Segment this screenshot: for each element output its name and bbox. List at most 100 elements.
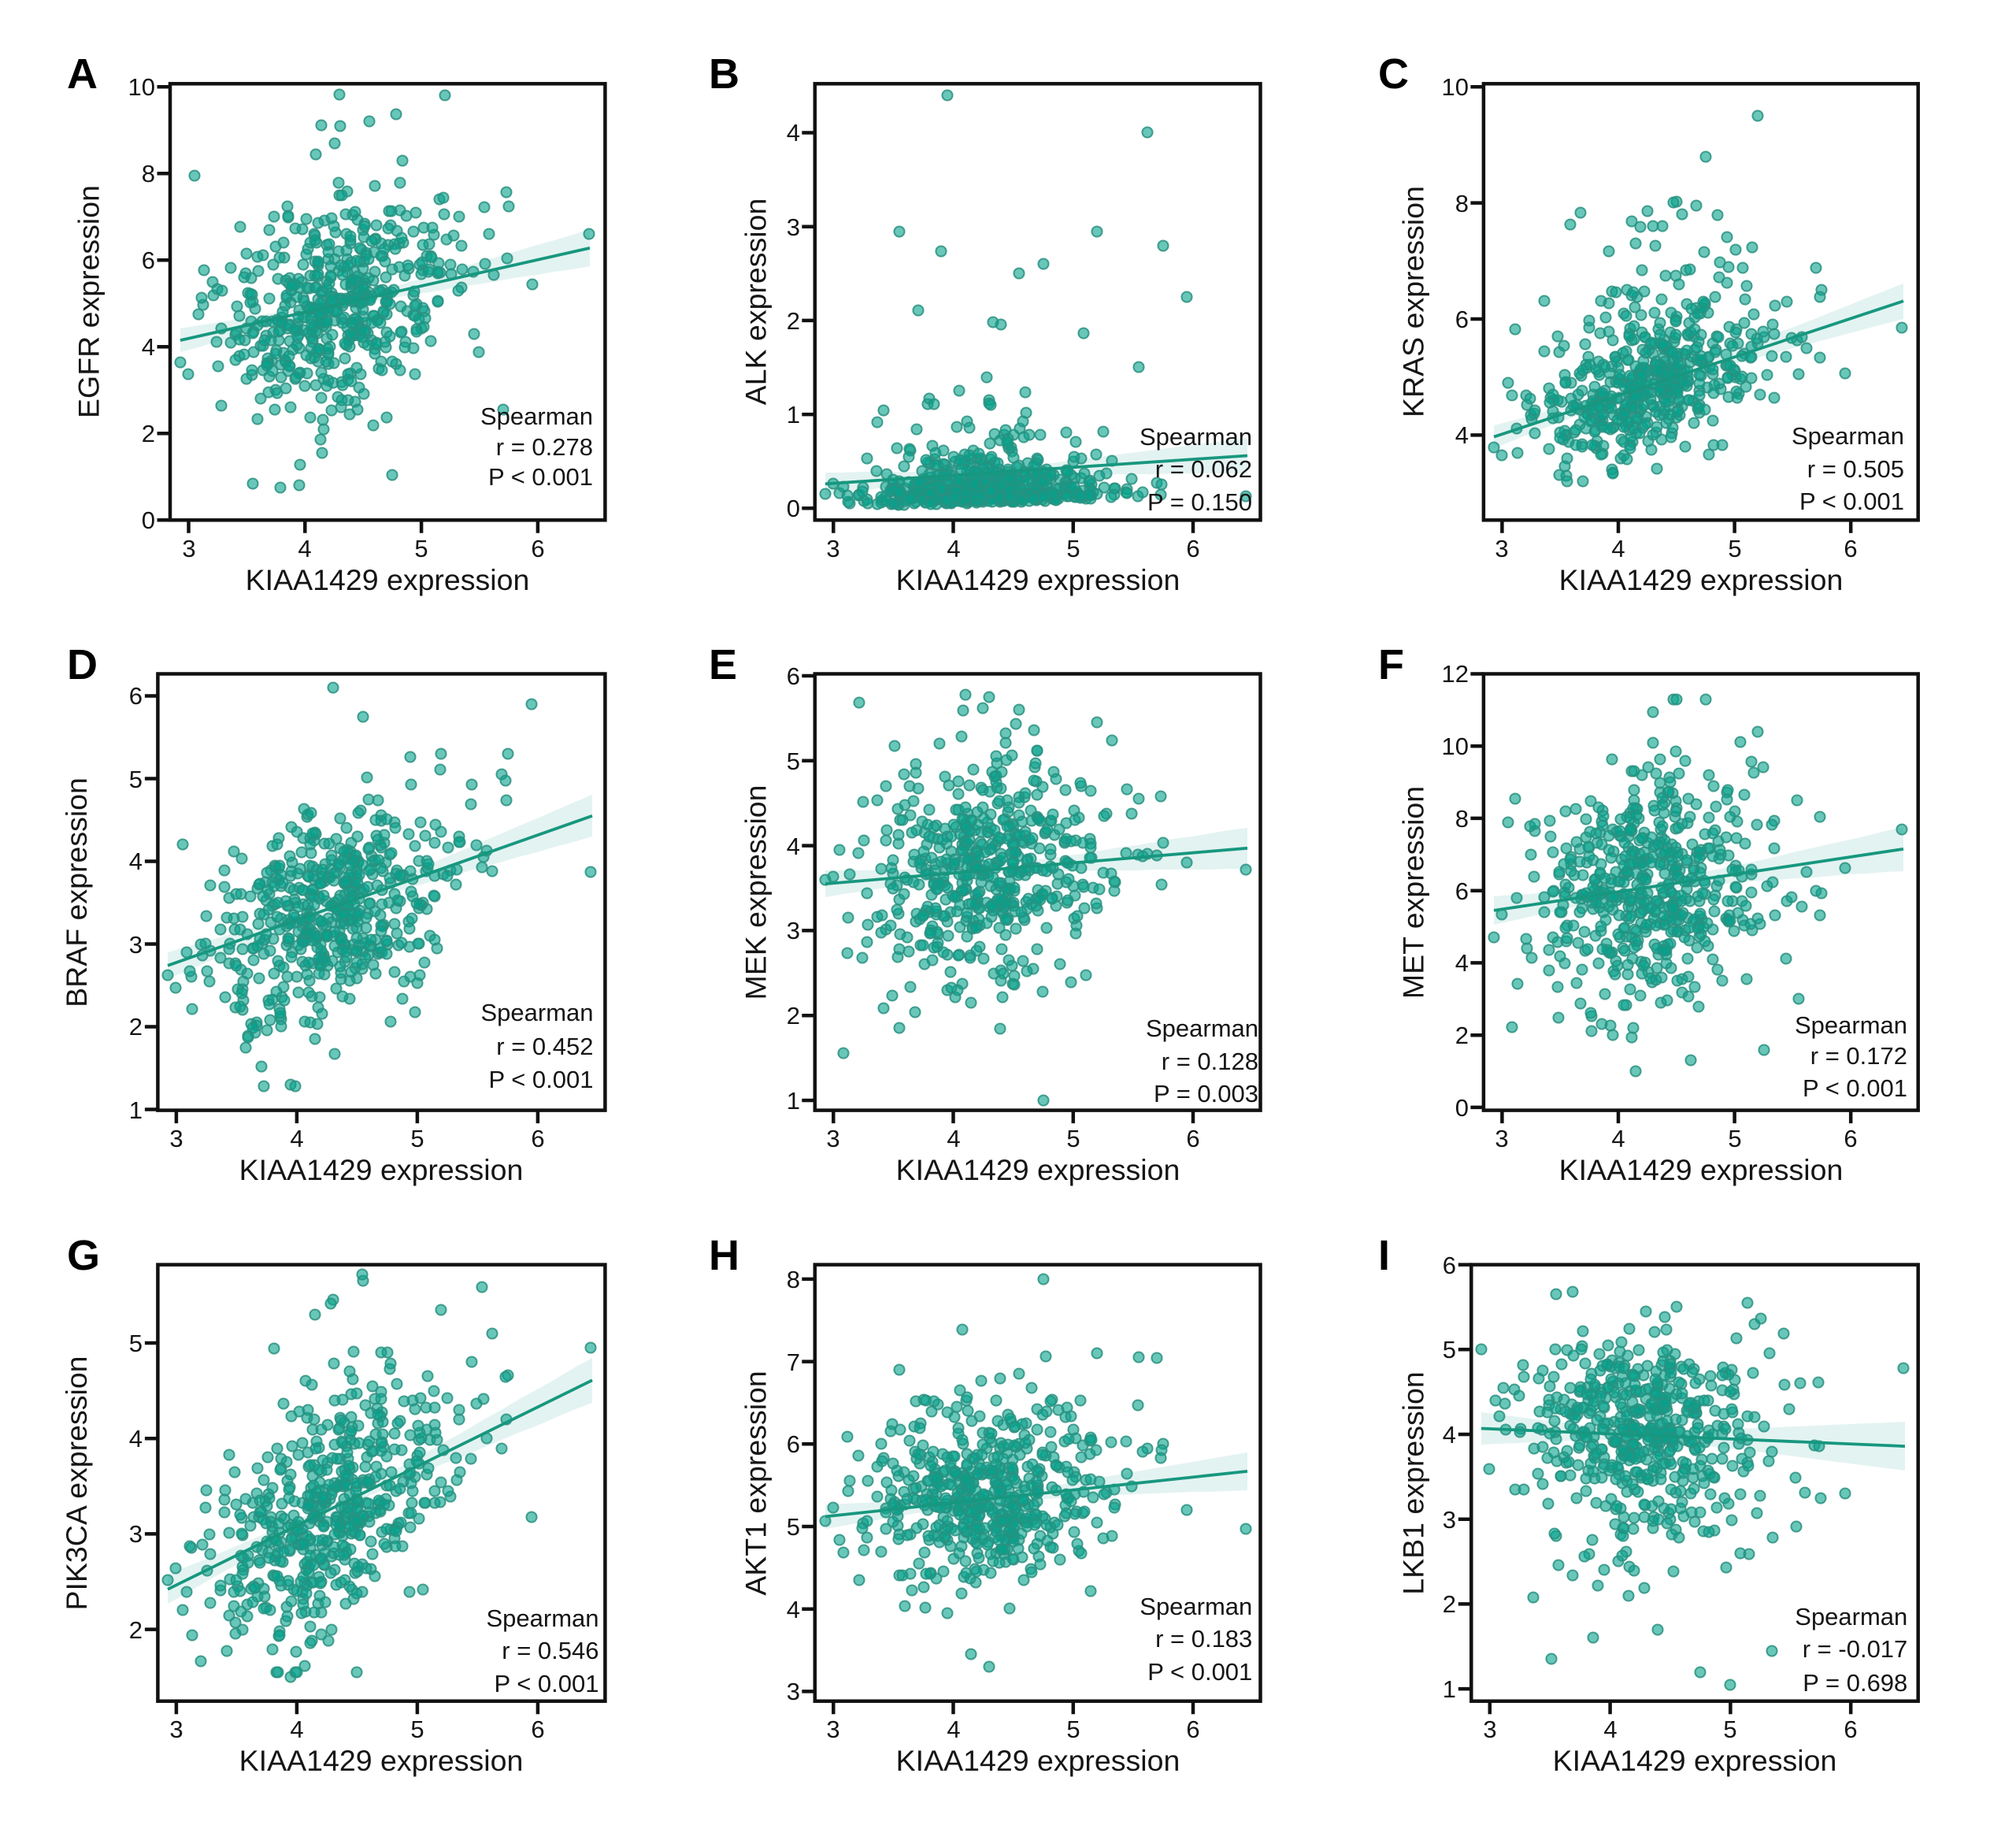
svg-text:4: 4 <box>298 535 311 562</box>
svg-text:5: 5 <box>787 748 800 775</box>
svg-text:Spearman: Spearman <box>1792 422 1904 450</box>
svg-text:3: 3 <box>182 535 195 562</box>
svg-text:4: 4 <box>947 1125 960 1152</box>
svg-text:KRAS expression: KRAS expression <box>1397 186 1430 417</box>
svg-text:F: F <box>1378 641 1404 688</box>
svg-text:2: 2 <box>129 1616 143 1644</box>
svg-text:6: 6 <box>1844 1125 1857 1152</box>
svg-text:4: 4 <box>129 1425 143 1452</box>
svg-text:5: 5 <box>1066 1716 1080 1743</box>
svg-text:r = 0.183: r = 0.183 <box>1155 1625 1252 1653</box>
svg-text:8: 8 <box>787 1266 800 1293</box>
svg-text:4: 4 <box>290 1716 303 1743</box>
svg-text:Spearman: Spearman <box>480 402 593 430</box>
svg-text:KIAA1429 expression: KIAA1429 expression <box>246 563 530 596</box>
svg-text:3: 3 <box>826 1716 839 1743</box>
svg-text:3: 3 <box>787 1678 800 1705</box>
svg-text:6: 6 <box>531 535 544 562</box>
svg-text:4: 4 <box>142 333 155 361</box>
svg-text:7: 7 <box>787 1348 800 1376</box>
svg-text:P = 0.003: P = 0.003 <box>1154 1080 1258 1107</box>
svg-text:r = 0.546: r = 0.546 <box>502 1637 598 1664</box>
svg-text:4: 4 <box>787 119 800 147</box>
svg-text:r = 0.172: r = 0.172 <box>1810 1042 1907 1070</box>
svg-text:6: 6 <box>1844 535 1857 562</box>
svg-text:6: 6 <box>531 1125 544 1152</box>
svg-text:0: 0 <box>787 495 800 522</box>
svg-text:r = 0.062: r = 0.062 <box>1155 455 1252 483</box>
svg-text:EGFR expression: EGFR expression <box>72 185 106 418</box>
svg-text:1: 1 <box>787 1087 800 1115</box>
svg-text:3: 3 <box>826 1125 839 1152</box>
svg-text:3: 3 <box>129 1520 143 1548</box>
svg-text:5: 5 <box>1728 1125 1741 1152</box>
svg-text:4: 4 <box>1455 421 1469 449</box>
svg-text:H: H <box>709 1232 739 1279</box>
svg-text:4: 4 <box>129 848 143 875</box>
svg-text:3: 3 <box>169 1125 183 1152</box>
svg-text:KIAA1429 expression: KIAA1429 expression <box>1559 563 1844 596</box>
svg-text:P < 0.001: P < 0.001 <box>1147 1658 1252 1686</box>
svg-text:3: 3 <box>129 931 143 959</box>
svg-text:Spearman: Spearman <box>1146 1015 1258 1042</box>
svg-text:Spearman: Spearman <box>480 999 593 1026</box>
svg-text:2: 2 <box>787 1002 800 1029</box>
svg-text:12: 12 <box>1442 660 1469 688</box>
svg-text:5: 5 <box>129 766 143 793</box>
svg-text:10: 10 <box>128 73 155 101</box>
svg-text:6: 6 <box>1455 877 1469 905</box>
svg-text:5: 5 <box>1066 535 1080 562</box>
svg-text:4: 4 <box>947 1716 960 1743</box>
svg-text:r = 0.452: r = 0.452 <box>496 1033 593 1060</box>
svg-text:KIAA1429 expression: KIAA1429 expression <box>239 1744 524 1777</box>
svg-text:ALK expression: ALK expression <box>739 198 773 406</box>
svg-text:8: 8 <box>1455 805 1469 833</box>
svg-text:8: 8 <box>1455 190 1469 217</box>
svg-text:5: 5 <box>410 1716 424 1743</box>
svg-text:PIK3CA expression: PIK3CA expression <box>60 1356 93 1610</box>
svg-text:P < 0.001: P < 0.001 <box>494 1670 598 1697</box>
svg-text:2: 2 <box>129 1013 143 1041</box>
svg-text:6: 6 <box>531 1716 544 1743</box>
svg-text:6: 6 <box>1186 1125 1199 1152</box>
svg-text:P < 0.001: P < 0.001 <box>1799 488 1904 515</box>
svg-text:E: E <box>709 641 737 688</box>
svg-text:D: D <box>67 641 98 688</box>
svg-text:5: 5 <box>787 1513 800 1541</box>
svg-text:Spearman: Spearman <box>486 1604 598 1632</box>
svg-text:6: 6 <box>1186 1716 1199 1743</box>
svg-text:1: 1 <box>787 401 800 428</box>
svg-text:P < 0.001: P < 0.001 <box>488 463 593 491</box>
svg-text:P < 0.001: P < 0.001 <box>1803 1074 1907 1102</box>
svg-text:6: 6 <box>787 662 800 690</box>
svg-text:5: 5 <box>414 535 428 562</box>
svg-text:C: C <box>1378 50 1409 98</box>
svg-text:5: 5 <box>129 1330 143 1357</box>
svg-text:B: B <box>709 50 739 98</box>
svg-text:5: 5 <box>1728 535 1741 562</box>
svg-text:P < 0.001: P < 0.001 <box>488 1066 593 1093</box>
svg-text:Spearman: Spearman <box>1140 1593 1252 1620</box>
svg-text:6: 6 <box>787 1430 800 1458</box>
svg-text:KIAA1429 expression: KIAA1429 expression <box>896 1744 1180 1777</box>
svg-text:KIAA1429 expression: KIAA1429 expression <box>896 563 1180 596</box>
svg-text:6: 6 <box>142 247 155 274</box>
svg-text:2: 2 <box>142 420 155 447</box>
svg-text:3: 3 <box>787 917 800 944</box>
svg-text:4: 4 <box>1611 535 1625 562</box>
svg-text:BRAF expression: BRAF expression <box>60 777 93 1007</box>
svg-text:MET expression: MET expression <box>1397 786 1430 999</box>
svg-text:0: 0 <box>142 506 155 534</box>
svg-text:4: 4 <box>787 833 800 860</box>
svg-text:4: 4 <box>787 1596 800 1623</box>
svg-text:1: 1 <box>129 1096 143 1124</box>
svg-text:10: 10 <box>1442 73 1469 101</box>
svg-text:6: 6 <box>1455 306 1469 333</box>
svg-text:5: 5 <box>410 1125 424 1152</box>
svg-text:3: 3 <box>1495 1125 1508 1152</box>
svg-text:10: 10 <box>1442 733 1469 760</box>
svg-text:Spearman: Spearman <box>1140 423 1252 451</box>
svg-text:6: 6 <box>1186 535 1199 562</box>
svg-text:3: 3 <box>1495 535 1508 562</box>
svg-text:2: 2 <box>787 307 800 335</box>
